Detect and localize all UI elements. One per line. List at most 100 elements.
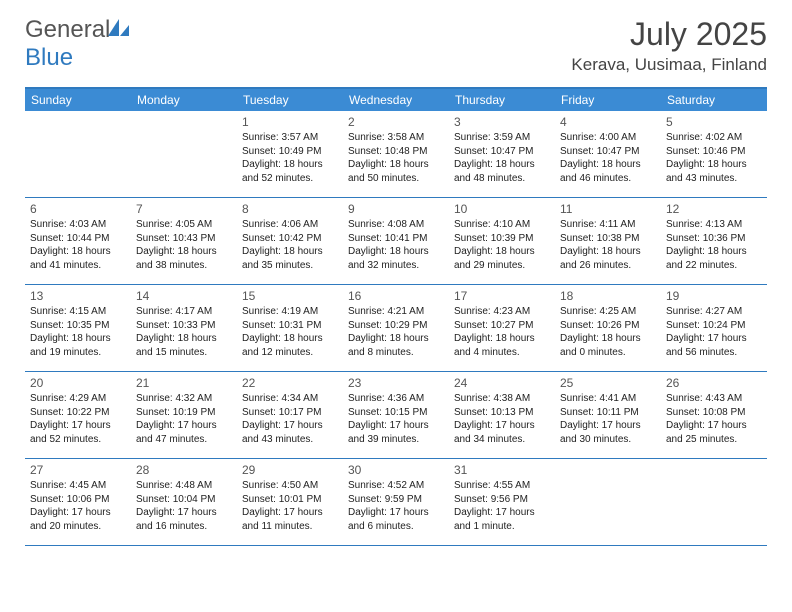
sunrise-text: Sunrise: 4:03 AM	[30, 218, 126, 232]
calendar-day: 6Sunrise: 4:03 AMSunset: 10:44 PMDayligh…	[25, 198, 131, 284]
day-number: 29	[242, 462, 338, 478]
daylight-text: and 26 minutes.	[560, 259, 656, 273]
sunset-text: Sunset: 9:59 PM	[348, 493, 444, 507]
daylight-text: and 52 minutes.	[30, 433, 126, 447]
sunrise-text: Sunrise: 4:19 AM	[242, 305, 338, 319]
location-subtitle: Kerava, Uusimaa, Finland	[571, 55, 767, 75]
daylight-text: Daylight: 18 hours	[560, 158, 656, 172]
daylight-text: Daylight: 17 hours	[348, 506, 444, 520]
sunset-text: Sunset: 10:47 PM	[560, 145, 656, 159]
daylight-text: Daylight: 17 hours	[30, 419, 126, 433]
sunset-text: Sunset: 10:15 PM	[348, 406, 444, 420]
daylight-text: and 41 minutes.	[30, 259, 126, 273]
daylight-text: and 8 minutes.	[348, 346, 444, 360]
calendar-day-empty	[131, 111, 237, 197]
calendar-day: 9Sunrise: 4:08 AMSunset: 10:41 PMDayligh…	[343, 198, 449, 284]
sunset-text: Sunset: 10:33 PM	[136, 319, 232, 333]
daylight-text: Daylight: 18 hours	[348, 158, 444, 172]
sunset-text: Sunset: 9:56 PM	[454, 493, 550, 507]
calendar-day: 10Sunrise: 4:10 AMSunset: 10:39 PMDaylig…	[449, 198, 555, 284]
calendar-day-empty	[25, 111, 131, 197]
day-number: 15	[242, 288, 338, 304]
weekday-header: SundayMondayTuesdayWednesdayThursdayFrid…	[25, 89, 767, 111]
daylight-text: and 43 minutes.	[666, 172, 762, 186]
calendar-day: 21Sunrise: 4:32 AMSunset: 10:19 PMDaylig…	[131, 372, 237, 458]
sunset-text: Sunset: 10:29 PM	[348, 319, 444, 333]
daylight-text: and 19 minutes.	[30, 346, 126, 360]
sunset-text: Sunset: 10:47 PM	[454, 145, 550, 159]
calendar-weeks: 1Sunrise: 3:57 AMSunset: 10:49 PMDayligh…	[25, 111, 767, 546]
daylight-text: and 6 minutes.	[348, 520, 444, 534]
day-number: 21	[136, 375, 232, 391]
day-number: 23	[348, 375, 444, 391]
sunrise-text: Sunrise: 4:29 AM	[30, 392, 126, 406]
sunset-text: Sunset: 10:38 PM	[560, 232, 656, 246]
sunset-text: Sunset: 10:36 PM	[666, 232, 762, 246]
weekday-label: Saturday	[661, 89, 767, 111]
day-number: 11	[560, 201, 656, 217]
calendar-day: 20Sunrise: 4:29 AMSunset: 10:22 PMDaylig…	[25, 372, 131, 458]
sunset-text: Sunset: 10:22 PM	[30, 406, 126, 420]
day-number: 20	[30, 375, 126, 391]
day-number: 4	[560, 114, 656, 130]
day-number: 7	[136, 201, 232, 217]
weekday-label: Thursday	[449, 89, 555, 111]
daylight-text: Daylight: 18 hours	[666, 158, 762, 172]
sunrise-text: Sunrise: 4:52 AM	[348, 479, 444, 493]
calendar-week: 6Sunrise: 4:03 AMSunset: 10:44 PMDayligh…	[25, 198, 767, 285]
weekday-label: Friday	[555, 89, 661, 111]
daylight-text: Daylight: 18 hours	[454, 245, 550, 259]
daylight-text: and 43 minutes.	[242, 433, 338, 447]
calendar-week: 27Sunrise: 4:45 AMSunset: 10:06 PMDaylig…	[25, 459, 767, 546]
sunset-text: Sunset: 10:49 PM	[242, 145, 338, 159]
calendar-day: 12Sunrise: 4:13 AMSunset: 10:36 PMDaylig…	[661, 198, 767, 284]
sunset-text: Sunset: 10:35 PM	[30, 319, 126, 333]
sunset-text: Sunset: 10:08 PM	[666, 406, 762, 420]
daylight-text: Daylight: 17 hours	[666, 419, 762, 433]
day-number: 19	[666, 288, 762, 304]
day-number: 24	[454, 375, 550, 391]
calendar-day: 4Sunrise: 4:00 AMSunset: 10:47 PMDayligh…	[555, 111, 661, 197]
calendar-day: 7Sunrise: 4:05 AMSunset: 10:43 PMDayligh…	[131, 198, 237, 284]
calendar-day: 30Sunrise: 4:52 AMSunset: 9:59 PMDayligh…	[343, 459, 449, 545]
sunrise-text: Sunrise: 4:41 AM	[560, 392, 656, 406]
sunset-text: Sunset: 10:42 PM	[242, 232, 338, 246]
sunset-text: Sunset: 10:11 PM	[560, 406, 656, 420]
page-header: General Blue July 2025 Kerava, Uusimaa, …	[0, 0, 792, 83]
sunset-text: Sunset: 10:17 PM	[242, 406, 338, 420]
sunset-text: Sunset: 10:13 PM	[454, 406, 550, 420]
daylight-text: Daylight: 18 hours	[242, 245, 338, 259]
day-number: 31	[454, 462, 550, 478]
calendar-day: 17Sunrise: 4:23 AMSunset: 10:27 PMDaylig…	[449, 285, 555, 371]
weekday-label: Wednesday	[343, 89, 449, 111]
sunrise-text: Sunrise: 4:55 AM	[454, 479, 550, 493]
calendar-day-empty	[555, 459, 661, 545]
calendar: SundayMondayTuesdayWednesdayThursdayFrid…	[25, 87, 767, 546]
daylight-text: and 11 minutes.	[242, 520, 338, 534]
daylight-text: and 39 minutes.	[348, 433, 444, 447]
daylight-text: Daylight: 17 hours	[454, 419, 550, 433]
sunrise-text: Sunrise: 4:27 AM	[666, 305, 762, 319]
calendar-day: 23Sunrise: 4:36 AMSunset: 10:15 PMDaylig…	[343, 372, 449, 458]
day-number: 27	[30, 462, 126, 478]
sunrise-text: Sunrise: 3:58 AM	[348, 131, 444, 145]
sunset-text: Sunset: 10:31 PM	[242, 319, 338, 333]
calendar-day-empty	[661, 459, 767, 545]
day-number: 25	[560, 375, 656, 391]
daylight-text: and 16 minutes.	[136, 520, 232, 534]
day-number: 9	[348, 201, 444, 217]
daylight-text: Daylight: 18 hours	[242, 332, 338, 346]
sunset-text: Sunset: 10:43 PM	[136, 232, 232, 246]
daylight-text: and 35 minutes.	[242, 259, 338, 273]
brand-name-a: General	[25, 16, 110, 43]
daylight-text: Daylight: 18 hours	[136, 332, 232, 346]
sunset-text: Sunset: 10:41 PM	[348, 232, 444, 246]
calendar-day: 28Sunrise: 4:48 AMSunset: 10:04 PMDaylig…	[131, 459, 237, 545]
sunset-text: Sunset: 10:04 PM	[136, 493, 232, 507]
day-number: 3	[454, 114, 550, 130]
day-number: 1	[242, 114, 338, 130]
sunrise-text: Sunrise: 4:13 AM	[666, 218, 762, 232]
sunrise-text: Sunrise: 4:05 AM	[136, 218, 232, 232]
weekday-label: Monday	[131, 89, 237, 111]
sunset-text: Sunset: 10:06 PM	[30, 493, 126, 507]
